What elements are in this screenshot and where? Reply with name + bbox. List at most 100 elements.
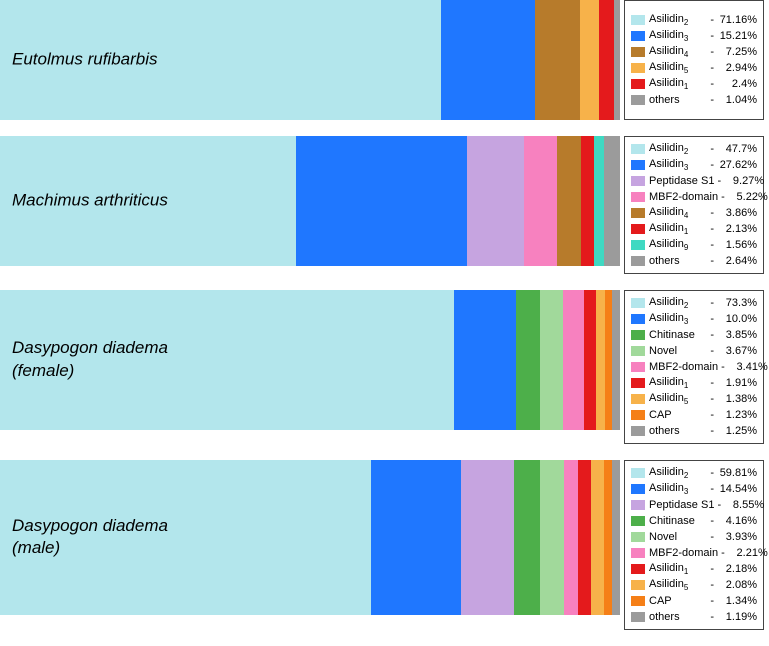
bar-segment [578,460,592,615]
legend-item: Peptidase S1-9.27% [631,173,757,189]
legend-label: Asilidin3 [649,158,707,172]
legend-swatch [631,612,645,622]
legend-label: Asilidin2 [649,13,707,27]
legend-subscript: 2 [684,147,688,156]
legend-item: Asilidin3-14.54% [631,481,757,497]
bar-segment [605,290,613,430]
legend-separator: - [710,78,714,90]
legend-label: Asilidin2 [649,142,707,156]
legend-item: Asilidin2-71.16% [631,12,757,28]
legend-swatch [631,314,645,324]
legend-label: Asilidin3 [649,29,707,43]
legend-item: Asilidin9-1.56% [631,237,757,253]
legend-label: Asilidin1 [649,562,707,576]
legend-swatch [631,564,645,574]
bar-segment [599,0,614,120]
legend-percent: 71.16% [717,14,757,26]
legend-separator: - [710,94,714,106]
bar-segment [516,290,540,430]
legend-subscript: 3 [684,317,688,326]
legend: Asilidin2 - 59.81% Asilidin3-14.54%Peptidas… [624,460,764,630]
legend-label: Novel [649,345,707,357]
legend-item: others-1.04% [631,92,757,108]
legend-swatch [631,394,645,404]
legend-item: Asilidin5-2.94% [631,60,757,76]
legend-swatch [631,47,645,57]
legend-label: Asilidin2 [649,296,707,310]
legend-swatch [631,31,645,41]
legend-swatch [631,468,645,478]
legend-separator: - [710,313,714,325]
legend-label: Asilidin3 [649,482,707,496]
stacked-bar: Dasypogon diadema (male) [0,460,620,615]
legend-percent: 2.4% [717,78,757,90]
legend-subscript: 5 [684,583,688,592]
legend-label: Chitinase [649,329,707,341]
legend-item: Asilidin1-2.18% [631,561,757,577]
legend-separator: - [710,425,714,437]
legend-percent: 2.18% [717,563,757,575]
legend-item: Chitinase-3.85% [631,327,757,343]
legend-percent: 2.13% [717,223,757,235]
legend-subscript: 3 [684,34,688,43]
bar-segment [604,460,612,615]
legend-item: Asilidin4-3.86% [631,205,757,221]
legend-separator: - [721,191,725,203]
legend-swatch [631,500,645,510]
chart-row: Machimus arthriticusAsilidin2-47.7%Asili… [0,136,769,274]
bar-segment [580,0,598,120]
legend-label: Asilidin4 [649,45,707,59]
legend-label: MBF2-domain [649,547,718,559]
legend-swatch [631,484,645,494]
legend-separator: - [710,239,714,251]
legend: Asilidin2-71.16%Asilidin3-15.21%Asilidin… [624,0,764,120]
legend-separator: - [710,329,714,341]
bar-segment [591,460,604,615]
legend-separator: - [710,159,714,171]
legend-label: Asilidin9 [649,238,707,252]
legend-subscript: 2 [684,18,688,27]
legend-subscript: 1 [684,227,688,236]
legend-swatch [631,240,645,250]
bar-segment [581,136,594,266]
legend-item: others-2.64% [631,253,757,269]
legend-separator: - [710,515,714,527]
legend-percent: 2.08% [717,579,757,591]
legend-item: Asilidin3-10.0% [631,311,757,327]
legend-item: Asilidin1-2.4% [631,76,757,92]
legend-swatch [631,15,645,25]
legend-swatch [631,516,645,526]
chart-row: Dasypogon diadema (female)Asilidin2-73.3… [0,290,769,444]
species-label: Machimus arthriticus [12,190,168,213]
legend-label: Asilidin3 [649,312,707,326]
bar-segment [467,136,524,266]
legend-separator: - [710,531,714,543]
legend-separator: - [710,393,714,405]
legend-percent: 7.25% [717,46,757,58]
legend-subscript: 5 [684,66,688,75]
legend-label: Asilidin5 [649,392,707,406]
legend-item: Chitinase-4.16% [631,513,757,529]
legend-percent: 27.62% [717,159,757,171]
legend-swatch [631,426,645,436]
legend-label: others [649,611,707,623]
legend-percent: 59.81% [717,467,757,479]
legend-percent: 3.86% [717,207,757,219]
bar-segment [604,136,620,266]
stacked-bar: Eutolmus rufibarbis [0,0,620,120]
legend-swatch [631,346,645,356]
legend-item: Peptidase S1-8.55% [631,497,757,513]
legend-separator: - [710,255,714,267]
legend-percent: 1.38% [717,393,757,405]
legend-separator: - [710,563,714,575]
legend-separator: - [710,143,714,155]
legend-swatch [631,330,645,340]
legend-separator: - [710,14,714,26]
legend-label: MBF2-domain [649,191,718,203]
legend-item: CAP-1.23% [631,407,757,423]
legend-label: Asilidin1 [649,376,707,390]
stacked-bar: Machimus arthriticus [0,136,620,266]
legend-label: Asilidin2 [649,466,707,480]
legend-separator: - [710,46,714,58]
legend-swatch [631,378,645,388]
